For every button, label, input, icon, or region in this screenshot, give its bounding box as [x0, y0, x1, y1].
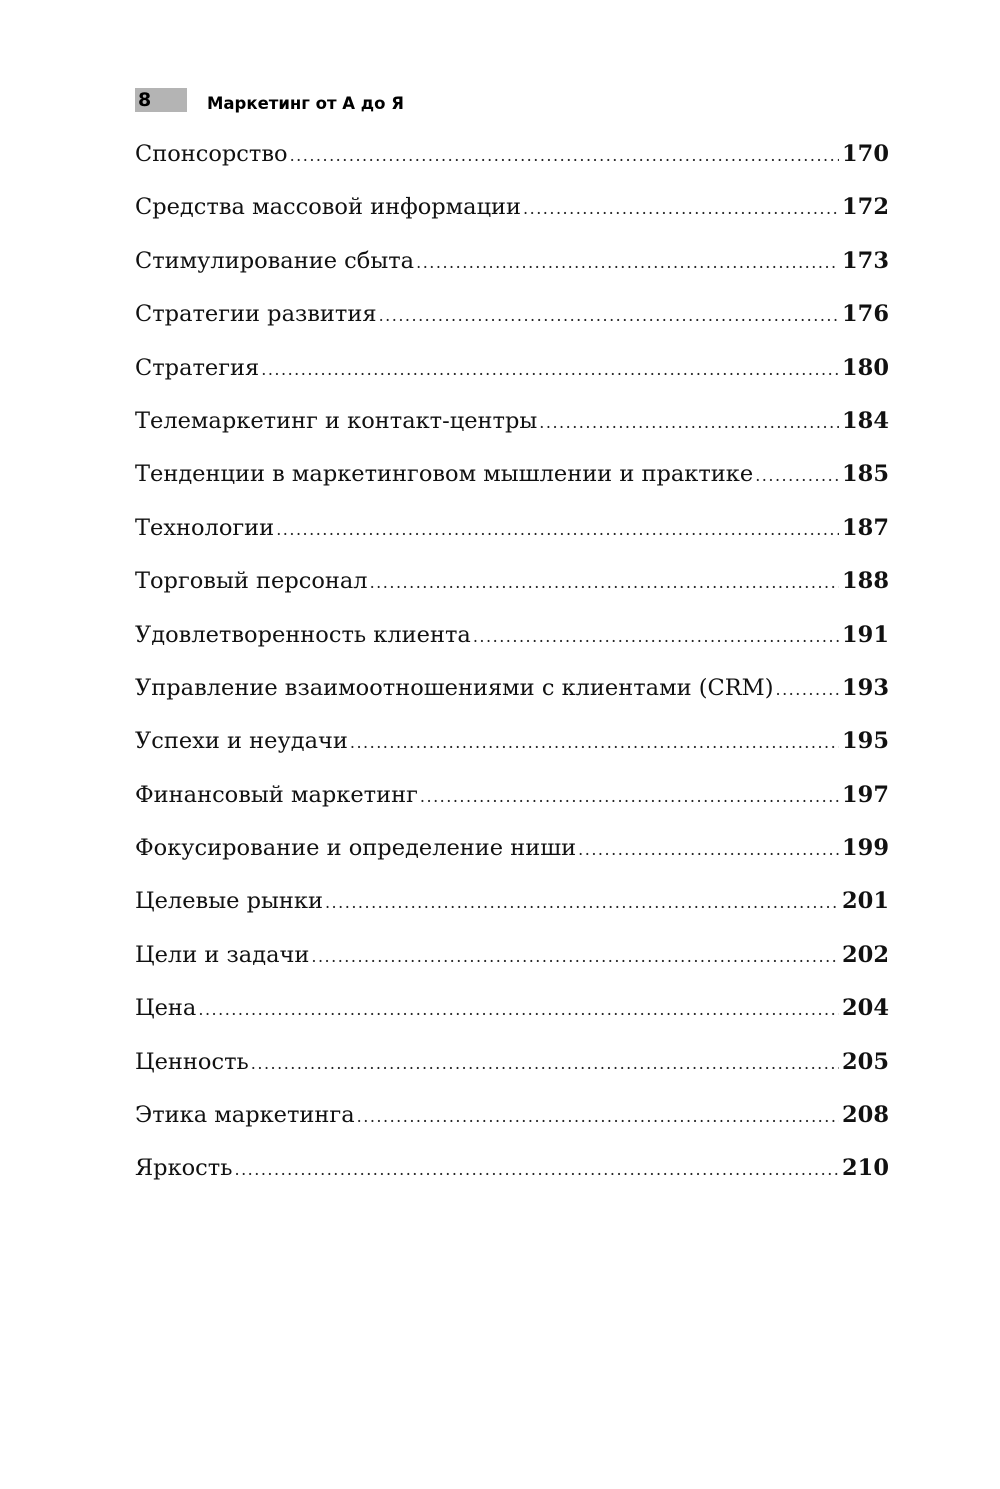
toc-entry-page: 176: [842, 301, 889, 328]
running-title: Маркетинг от А до Я: [207, 93, 404, 113]
toc-entry-page: 188: [842, 568, 889, 595]
toc-entry-title: Стратегия: [135, 354, 260, 381]
toc-entry: Стимулирование сбыта 173: [135, 248, 889, 301]
toc-entry-title: Торговый персонал: [135, 568, 368, 595]
toc-entry: Торговый персонал 188: [135, 568, 889, 621]
toc-entry: Тенденции в маркетинговом мышлении и пра…: [135, 461, 889, 514]
dot-leader: [755, 466, 839, 485]
toc-entry-title: Этика маркетинга: [135, 1102, 355, 1129]
toc-entry: Удовлетворенность клиента 191: [135, 622, 889, 675]
toc-entry: Цена 204: [135, 995, 889, 1048]
toc-entry: Телемаркетинг и контакт-центры 184: [135, 408, 889, 461]
toc-entry-title: Ценность: [135, 1048, 249, 1075]
dot-leader: [261, 360, 839, 379]
dot-leader: [370, 573, 839, 592]
toc-entry-title: Успехи и неудачи: [135, 728, 348, 755]
toc-entry-page: 172: [842, 194, 889, 221]
toc-entry-page: 184: [842, 407, 889, 434]
page-number: 8: [135, 88, 187, 112]
toc-entry-title: Управление взаимоотношениями с клиентами…: [135, 674, 774, 701]
toc-entry-page: 205: [842, 1048, 889, 1075]
toc-entry-page: 191: [842, 621, 889, 648]
toc-entry-page: 201: [842, 888, 889, 915]
dot-leader: [290, 146, 839, 165]
dot-leader: [234, 1160, 839, 1179]
toc-entry-page: 204: [842, 995, 889, 1022]
toc-entry: Финансовый маркетинг 197: [135, 782, 889, 835]
dot-leader: [379, 306, 839, 325]
toc-entry-page: 210: [842, 1155, 889, 1182]
toc-entry-page: 185: [842, 461, 889, 488]
toc-entry-title: Яркость: [135, 1155, 233, 1182]
dot-leader: [473, 627, 839, 646]
toc-entry: Управление взаимоотношениями с клиентами…: [135, 675, 889, 728]
toc-entry-title: Удовлетворенность клиента: [135, 621, 471, 648]
toc-entry-title: Телемаркетинг и контакт-центры: [135, 407, 538, 434]
toc-entry-title: Целевые рынки: [135, 888, 323, 915]
dot-leader: [357, 1107, 839, 1126]
toc-entry-title: Стимулирование сбыта: [135, 247, 415, 274]
toc-entry: Успехи и неудачи 195: [135, 728, 889, 781]
dot-leader: [523, 199, 839, 218]
toc-entry: Целевые рынки 201: [135, 888, 889, 941]
dot-leader: [251, 1054, 839, 1073]
toc-entry: Технологии 187: [135, 515, 889, 568]
dot-leader: [776, 680, 840, 699]
toc-entry: Ценность 205: [135, 1049, 889, 1102]
toc-entry: Этика маркетинга 208: [135, 1102, 889, 1155]
page-header: 8 Маркетинг от А до Я: [135, 88, 404, 113]
dot-leader: [350, 733, 839, 752]
toc-entry: Стратегии развития 176: [135, 301, 889, 354]
toc-entry-title: Цена: [135, 995, 197, 1022]
toc-entry: Фокусирование и определение ниши 199: [135, 835, 889, 888]
toc-entry-page: 197: [842, 781, 889, 808]
dot-leader: [311, 947, 839, 966]
dot-leader: [420, 787, 839, 806]
toc-entry-page: 170: [842, 141, 889, 167]
dot-leader: [539, 413, 839, 432]
toc-entry-page: 193: [842, 674, 889, 701]
toc-entry-title: Цели и задачи: [135, 941, 310, 968]
toc-entry-page: 180: [842, 354, 889, 381]
dot-leader: [276, 520, 839, 539]
toc-entry-title: Средства массовой информации: [135, 194, 522, 221]
toc-entry-title: Фокусирование и определение ниши: [135, 835, 577, 862]
table-of-contents: Спонсорство 170 Средства массовой информац…: [135, 141, 889, 1209]
dot-leader: [578, 840, 839, 859]
toc-entry-title: Спонсорство: [135, 141, 288, 167]
dot-leader: [325, 893, 839, 912]
toc-entry-title: Финансовый маркетинг: [135, 781, 418, 808]
toc-entry-page: 187: [842, 514, 889, 541]
toc-entry: Спонсорство 170: [135, 141, 889, 194]
toc-entry-page: 173: [842, 247, 889, 274]
toc-entry-page: 199: [842, 835, 889, 862]
toc-entry-title: Технологии: [135, 514, 275, 541]
toc-entry-page: 208: [842, 1102, 889, 1129]
toc-entry: Яркость 210: [135, 1155, 889, 1208]
dot-leader: [416, 253, 839, 272]
toc-entry-page: 195: [842, 728, 889, 755]
toc-entry: Стратегия 180: [135, 355, 889, 408]
toc-entry-page: 202: [842, 941, 889, 968]
toc-entry: Средства массовой информации 172: [135, 194, 889, 247]
toc-entry-title: Тенденции в маркетинговом мышлении и пра…: [135, 461, 754, 488]
toc-entry: Цели и задачи 202: [135, 942, 889, 995]
toc-entry-title: Стратегии развития: [135, 301, 377, 328]
dot-leader: [198, 1000, 839, 1019]
